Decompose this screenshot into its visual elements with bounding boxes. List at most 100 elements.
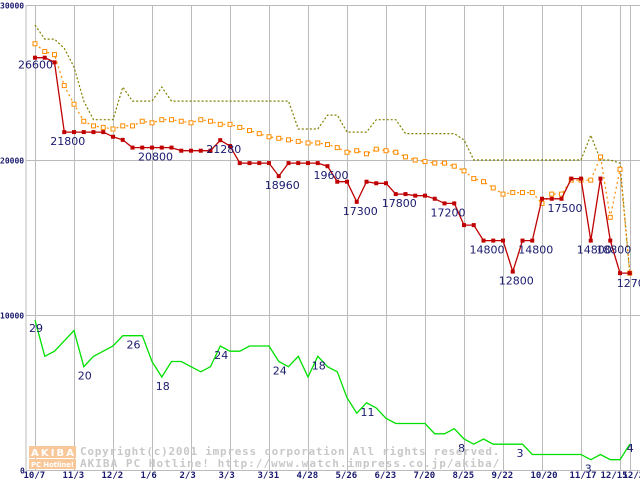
min-price-point: [81, 130, 86, 135]
avg-price-point: [52, 52, 57, 58]
min-price-point: [335, 179, 340, 184]
min-price-data-label: 17200: [431, 206, 466, 219]
min-price-point: [413, 193, 418, 198]
y-tick-label: 0: [20, 467, 25, 476]
min-price-point: [33, 55, 37, 60]
avg-price-point: [149, 120, 155, 126]
min-price-point: [549, 196, 554, 201]
min-price-point: [267, 161, 271, 166]
min-price-data-label: 18960: [265, 179, 300, 192]
avg-price-line: [34, 43, 631, 274]
min-price-data-label: 21280: [206, 143, 241, 156]
min-price-data-label: 14800: [470, 244, 505, 257]
min-price-point: [491, 238, 496, 243]
min-price-data-label: 14800: [518, 244, 553, 257]
min-price-point: [208, 148, 213, 153]
min-price-point: [608, 238, 613, 243]
avg-price-point: [110, 126, 116, 132]
shop-count-data-label: 4: [627, 442, 634, 455]
min-price-point: [462, 223, 466, 228]
min-price-data-label: 17300: [343, 205, 378, 218]
min-price-point: [471, 223, 476, 228]
avg-price-point: [237, 124, 243, 130]
avg-price-point: [217, 121, 223, 127]
min-price-point: [150, 145, 154, 150]
avg-price-point: [315, 140, 321, 146]
x-tick-label: 5/26: [336, 471, 358, 480]
avg-price-point: [305, 140, 311, 146]
logo-bottom-text: PC Hotline!: [31, 461, 74, 469]
min-price-point: [432, 196, 437, 201]
shop-count-data-label: 18: [156, 380, 170, 393]
min-price-point: [452, 201, 457, 206]
avg-price-point: [393, 149, 399, 155]
min-price-point: [510, 269, 515, 274]
min-price-point: [501, 238, 505, 243]
min-price-point: [618, 271, 622, 276]
avg-price-point: [130, 123, 135, 129]
min-price-point: [62, 130, 67, 135]
avg-price-point: [598, 154, 603, 160]
min-price-point: [296, 161, 301, 166]
min-price-point: [306, 161, 310, 166]
avg-price-point: [520, 190, 525, 196]
avg-price-point: [549, 191, 555, 197]
min-price-point: [374, 181, 379, 186]
min-price-point: [257, 161, 262, 166]
x-tick-label: 12/2: [102, 471, 124, 480]
min-price-point: [345, 179, 349, 184]
min-price-point: [393, 192, 398, 197]
x-tick-label: 2/3: [180, 471, 196, 480]
avg-price-point: [227, 121, 233, 127]
avg-price-point: [383, 148, 389, 154]
x-axis: 10/7 11/3 12/2 1/6 2/3 3/3 3/31 4/28 5/26 6/23 7/2…: [24, 471, 640, 480]
avg-price-point: [169, 117, 174, 123]
x-tick-label: 10/20: [531, 471, 558, 480]
avg-price-point: [100, 124, 106, 130]
min-price-point: [101, 130, 106, 135]
min-price-point: [130, 145, 135, 150]
x-tick-label: 3/3: [219, 471, 235, 480]
akiba-logo: AKIBA PC Hotline!: [29, 446, 76, 469]
avg-price-point: [588, 177, 594, 183]
avg-price-point: [451, 163, 457, 169]
avg-price-point: [481, 179, 486, 185]
min-price-data-label: 19600: [314, 169, 349, 182]
min-price-data-label: 17800: [382, 197, 417, 210]
y-tick-label: 10000: [0, 312, 24, 321]
y-axis: 30000 20000 10000 0: [0, 2, 25, 476]
min-price-point: [179, 148, 184, 153]
max-price-line: [34, 24, 631, 274]
min-price-point: [530, 238, 535, 243]
min-price-point: [325, 164, 330, 169]
min-price-point: [228, 144, 232, 149]
min-price-point: [169, 145, 174, 150]
avg-price-point: [61, 83, 67, 89]
copyright-text: Copyright(c)2001 impress corporation All…: [80, 445, 500, 458]
min-price-point: [598, 176, 603, 181]
min-price-point: [354, 199, 359, 204]
min-price-point: [442, 201, 447, 206]
avg-price-point: [364, 151, 369, 157]
avg-price-point: [42, 49, 48, 54]
min-price-point: [579, 176, 583, 181]
avg-price-point: [120, 123, 126, 129]
avg-price-point: [529, 190, 535, 196]
avg-price-point: [461, 168, 467, 174]
shop-count-data-label: 8: [458, 442, 465, 455]
x-tick-label: 11/3: [63, 471, 85, 480]
avg-price-point: [91, 123, 96, 129]
shop-count-line: [34, 320, 631, 461]
avg-price-point: [412, 157, 418, 163]
avg-price-point: [81, 118, 87, 124]
min-price-point: [237, 161, 242, 166]
x-tick-label: 8/25: [453, 471, 475, 480]
min-price-data-label: 14800: [577, 244, 612, 257]
avg-price-point: [188, 120, 194, 126]
avg-price-point: [354, 148, 360, 154]
avg-price-point: [32, 41, 38, 47]
avg-price-point: [208, 118, 213, 124]
avg-price-point: [422, 159, 428, 165]
x-tick-label: 11/17: [570, 471, 597, 480]
